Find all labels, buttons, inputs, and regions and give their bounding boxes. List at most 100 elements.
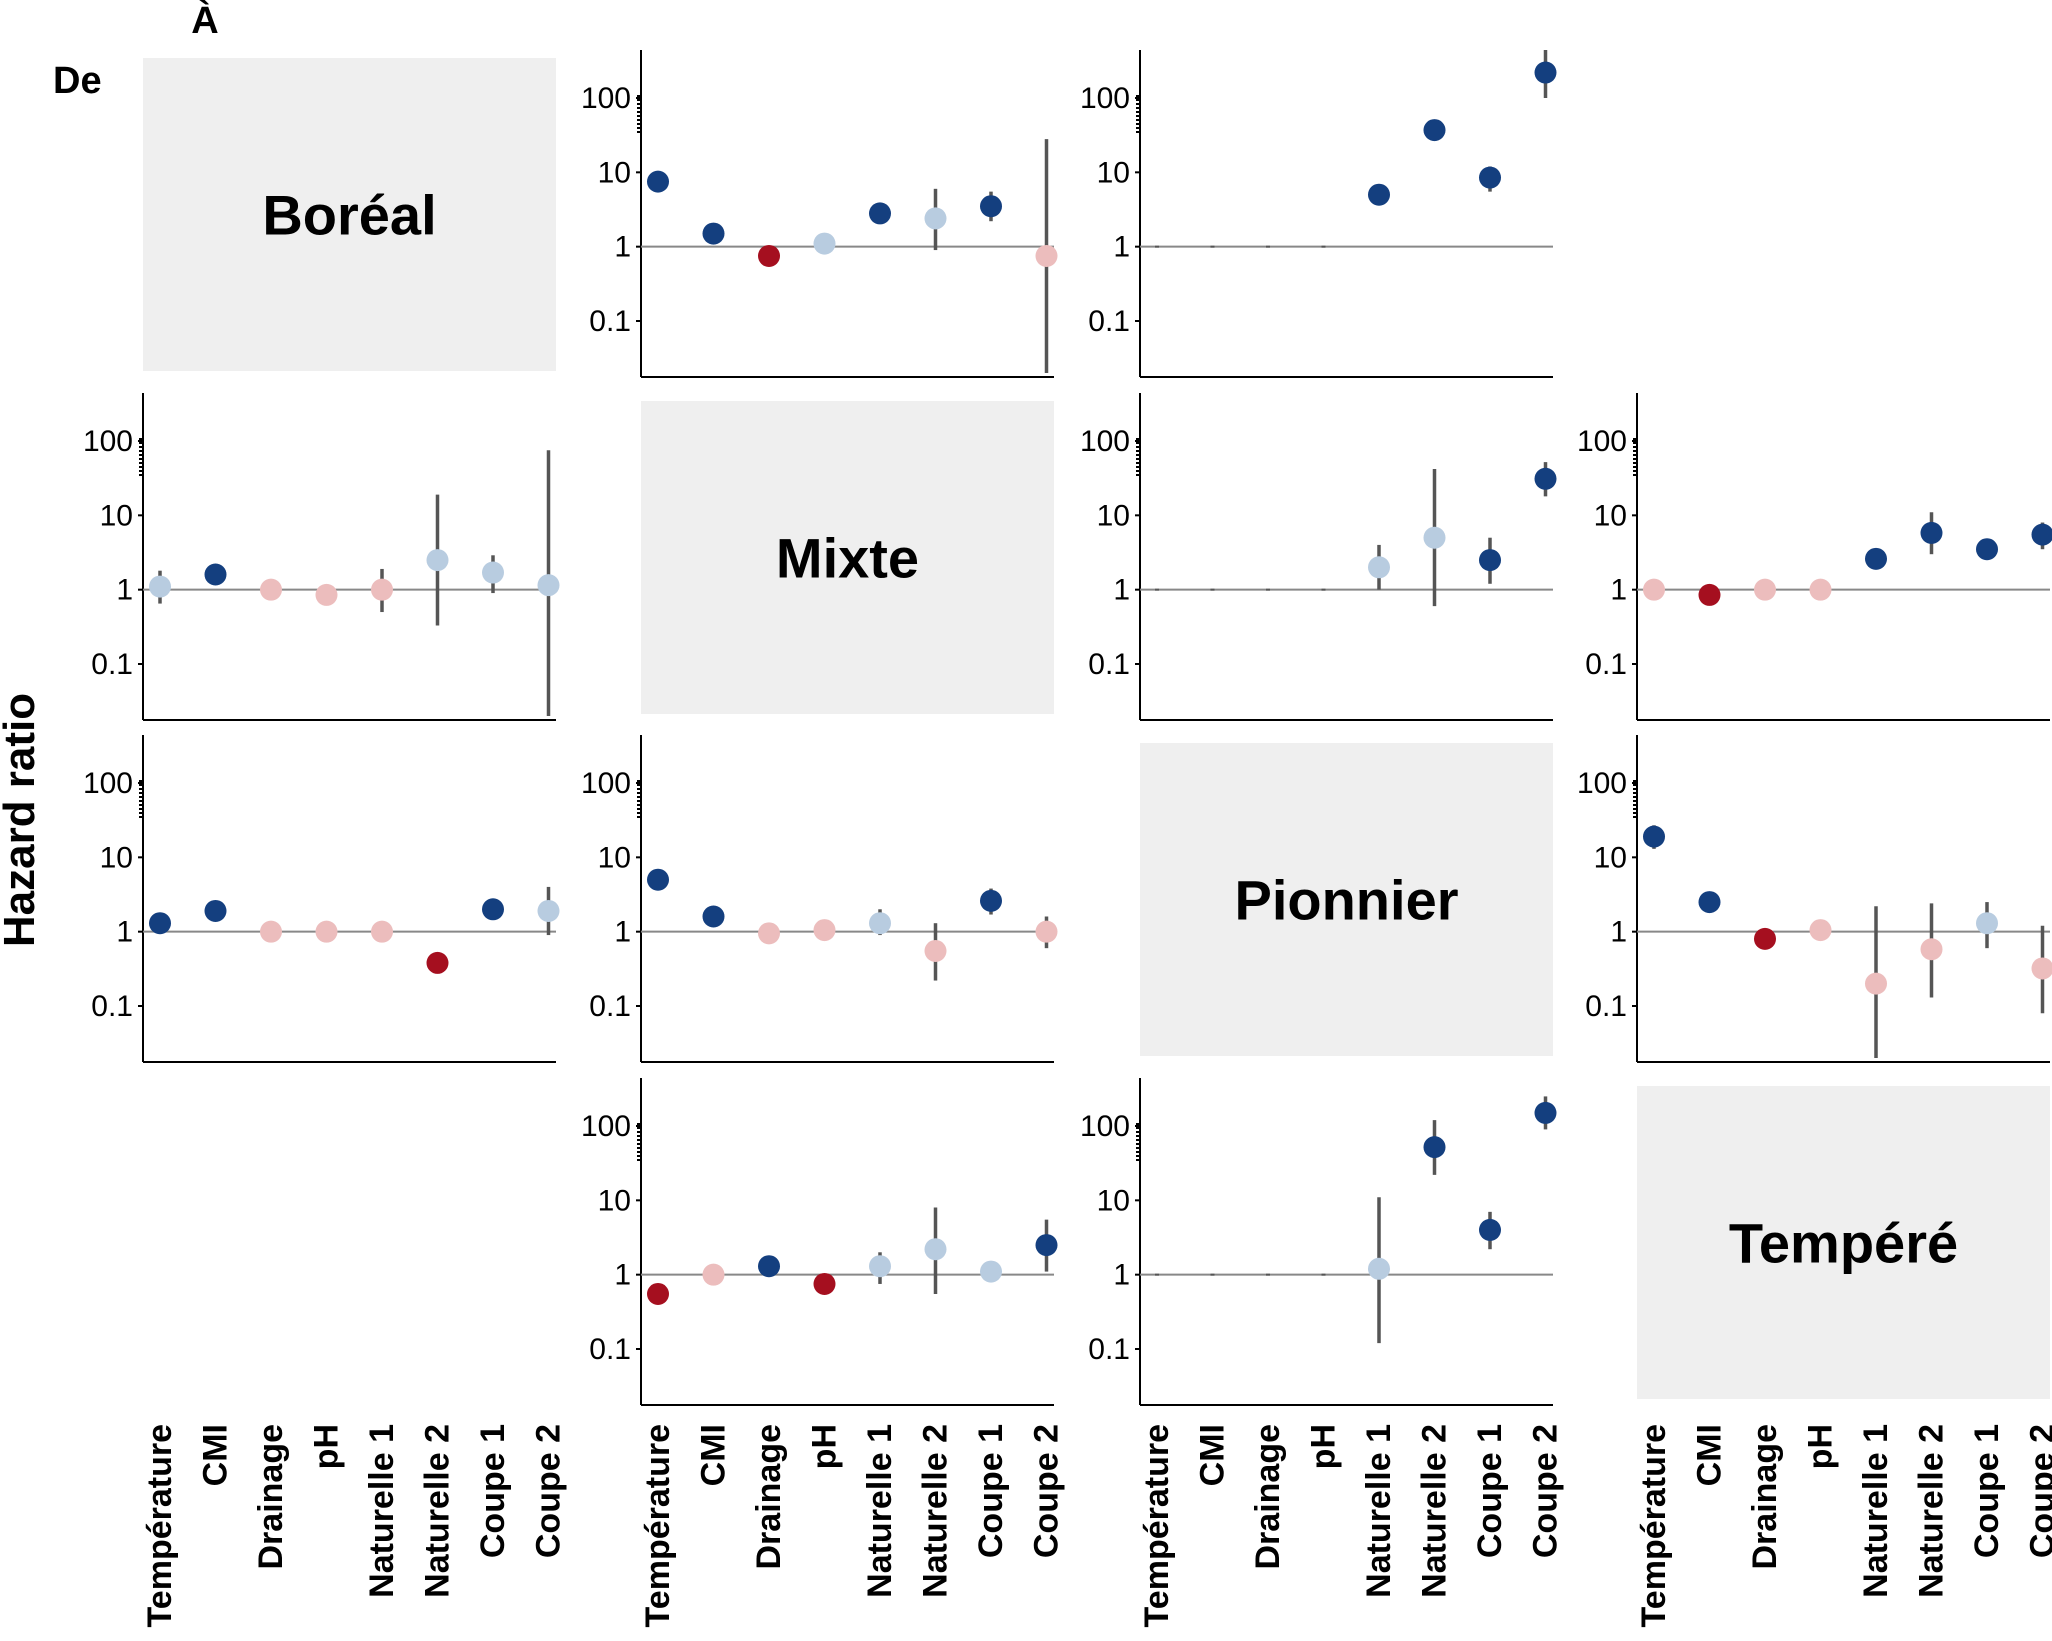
x-tick-label: Naturelle 2: [1913, 1424, 1951, 1598]
data-point: [1423, 1136, 1446, 1159]
y-tick-label: 10: [1097, 1184, 1130, 1217]
panel-grid: BoréalMixtePionnierTempéré1001010.110010…: [83, 50, 2052, 1627]
y-tick-label: 100: [83, 425, 133, 458]
data-point: [1809, 919, 1832, 942]
y-tick-label: 100: [1080, 82, 1130, 115]
y-axis-title: Hazard ratio: [0, 693, 44, 947]
data-point: [260, 578, 282, 601]
data-point: [924, 1238, 947, 1261]
x-tick-label: Température: [141, 1424, 179, 1627]
data-point: [1754, 578, 1776, 601]
data-point: [1534, 1101, 1557, 1124]
data-point: [204, 899, 227, 922]
data-point: [980, 195, 1002, 218]
data-point: [869, 202, 891, 225]
data-point: [702, 905, 725, 928]
data-point: [1479, 1218, 1501, 1241]
x-tick-label: Naturelle 2: [419, 1424, 457, 1598]
data-point: [980, 889, 1002, 912]
data-point: [1368, 1257, 1390, 1280]
data-point: [2031, 957, 2052, 980]
x-tick-label: pH: [1305, 1424, 1343, 1469]
diagonal-label: Boréal: [262, 184, 436, 247]
y-tick-label: 1: [1113, 231, 1130, 264]
diagonal-label: Pionnier: [1234, 869, 1458, 932]
data-point: [426, 549, 449, 572]
panel-Boréal-to-Pionnier: 100 10 1 0.1: [1080, 50, 1557, 378]
data-point: [702, 222, 725, 245]
data-point: [813, 919, 836, 942]
y-tick-label: 1: [116, 916, 133, 949]
y-tick-label: 1: [1610, 916, 1627, 949]
x-tick-label: CMI: [197, 1424, 235, 1486]
data-point: [1865, 972, 1887, 995]
data-point: [1920, 938, 1943, 961]
panel-Tempéré-to-Pionnier: 100 10 1 0.1: [1080, 1078, 1557, 1406]
panel-Pionnier-to-Tempéré: 100 10 1 0.1: [1577, 735, 2052, 1063]
y-tick-label: 100: [1577, 425, 1627, 458]
y-tick-label: 1: [614, 1259, 631, 1292]
x-tick-label: Naturelle 1: [861, 1424, 899, 1598]
data-point: [1976, 912, 1998, 935]
data-point: [758, 1255, 780, 1278]
data-point: [1423, 526, 1446, 549]
x-tick-label: Naturelle 1: [1360, 1424, 1398, 1598]
panel-Mixte-to-Tempéré: 100 10 1 0.1: [1577, 393, 2052, 721]
x-tick-label: Drainage: [252, 1424, 290, 1570]
data-point: [1865, 547, 1887, 570]
data-point: [1035, 244, 1058, 267]
data-point: [1368, 556, 1390, 579]
x-tick-label: CMI: [1691, 1424, 1729, 1486]
data-point: [371, 578, 393, 601]
y-tick-label: 10: [1594, 841, 1627, 874]
y-tick-label: 0.1: [589, 305, 631, 338]
x-tick-label: Drainage: [1249, 1424, 1287, 1570]
data-point: [869, 912, 891, 935]
y-tick-label: 1: [1113, 1259, 1130, 1292]
data-point: [758, 244, 780, 267]
y-tick-label: 10: [1097, 156, 1130, 189]
y-tick-label: 1: [614, 916, 631, 949]
data-point: [315, 583, 338, 606]
x-tick-label: Coupe 1: [1968, 1424, 2006, 1558]
y-tick-label: 0.1: [1088, 648, 1130, 681]
y-tick-label: 0.1: [91, 990, 133, 1023]
x-tick-label: Coupe 2: [2024, 1424, 2052, 1558]
x-tick-label: Coupe 2: [530, 1424, 568, 1558]
y-tick-label: 100: [1080, 425, 1130, 458]
data-point: [924, 939, 947, 962]
x-tick-label: Drainage: [750, 1424, 788, 1570]
y-tick-label: 100: [1577, 767, 1627, 800]
data-point: [482, 561, 504, 584]
y-tick-label: 10: [1594, 499, 1627, 532]
panel-Boréal-to-Mixte: 100 10 1 0.1: [581, 50, 1058, 378]
data-point: [537, 574, 560, 597]
y-tick-label: 0.1: [1585, 648, 1627, 681]
y-tick-label: 0.1: [91, 648, 133, 681]
data-point: [869, 1255, 891, 1278]
y-tick-label: 100: [1080, 1110, 1130, 1143]
panel-Mixte-to-Boréal: 100 10 1 0.1: [83, 393, 560, 721]
y-tick-label: 0.1: [1088, 1333, 1130, 1366]
panel-Pionnier-to-Mixte: 100 10 1 0.1: [581, 735, 1058, 1063]
panel-Tempéré-to-Mixte: 100 10 1 0.1: [581, 1078, 1058, 1406]
to-header-label: À: [191, 0, 218, 42]
diagonal-panel-3: [1140, 743, 1553, 1056]
data-point: [482, 898, 504, 921]
data-point: [647, 868, 669, 891]
x-tick-label: Coupe 2: [1028, 1424, 1066, 1558]
x-tick-label: Coupe 2: [1527, 1424, 1565, 1558]
data-point: [980, 1260, 1002, 1283]
x-tick-label: CMI: [695, 1424, 733, 1486]
x-tick-label: Naturelle 1: [1857, 1424, 1895, 1598]
y-tick-label: 10: [598, 841, 631, 874]
y-tick-label: 10: [598, 156, 631, 189]
data-point: [813, 232, 836, 255]
x-tick-label: Température: [1138, 1424, 1176, 1627]
data-point: [1809, 578, 1832, 601]
data-point: [1368, 183, 1390, 206]
data-point: [149, 912, 171, 935]
data-point: [1479, 166, 1501, 189]
panel-Mixte-to-Pionnier: 100 10 1 0.1: [1080, 393, 1557, 721]
